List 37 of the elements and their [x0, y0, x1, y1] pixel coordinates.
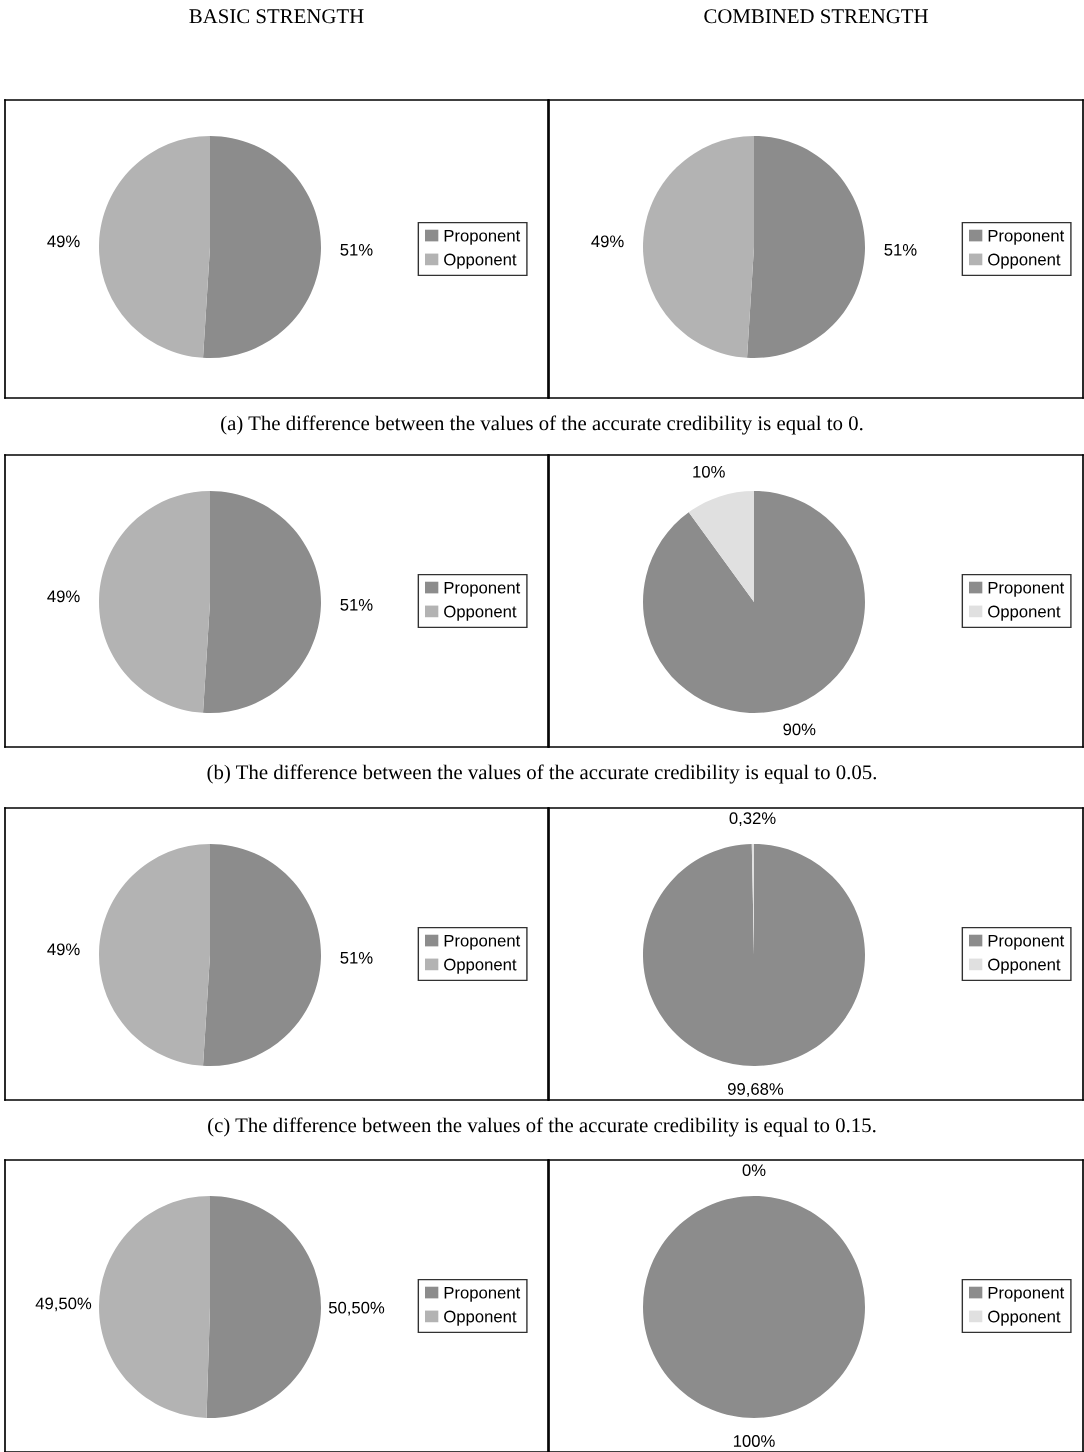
data-label: 99,68% [727, 1083, 784, 1097]
data-label: 49,50% [35, 1297, 92, 1312]
text: 0% [742, 1164, 766, 1177]
data-label: 0,32% [729, 812, 776, 827]
legend-label: Proponent [988, 1286, 1065, 1302]
legend-label: Proponent [444, 1286, 521, 1302]
data-label: 51% [340, 244, 373, 256]
data-label: 90% [783, 723, 816, 736]
data-label: 49% [47, 943, 80, 956]
data-label: 100% [733, 1435, 775, 1447]
legend-label: Proponent [988, 229, 1065, 245]
legend-label: Proponent [444, 581, 521, 597]
text: (a) The difference between the values of the accurate credibility is equal to 0. [221, 415, 863, 435]
legend-label: Proponent [444, 229, 521, 245]
legend-label: Opponent [444, 253, 517, 269]
legend-label: Opponent [988, 605, 1061, 621]
legend-label: Opponent [988, 253, 1061, 269]
data-label: 49% [47, 235, 80, 248]
data-label: 51% [340, 599, 373, 611]
text: (b) The difference between the values of the accurate credibility is equal to 0.05. [207, 764, 877, 784]
chart-title: COMBINED STRENGTH [704, 9, 928, 24]
data-label: 50,50% [328, 1301, 385, 1316]
data-label: 49% [591, 235, 624, 248]
data-label: 10% [693, 465, 725, 478]
chart-title: BASIC STRENGTH [189, 9, 364, 24]
legend-label: Proponent [988, 934, 1065, 950]
legend-label: Proponent [988, 581, 1065, 597]
legend-label: Proponent [444, 934, 521, 950]
data-label: 51% [884, 244, 917, 256]
legend-label: Opponent [444, 1310, 517, 1326]
legend-label: Opponent [444, 958, 517, 974]
text: (c) The difference between the values of the accurate credibility is equal to 0.15. [208, 1117, 876, 1137]
legend-label: Opponent [988, 1310, 1061, 1326]
data-label: 51% [340, 952, 373, 964]
legend-label: Opponent [988, 958, 1061, 974]
legend-label: Opponent [444, 605, 517, 621]
data-label: 49% [47, 590, 80, 603]
